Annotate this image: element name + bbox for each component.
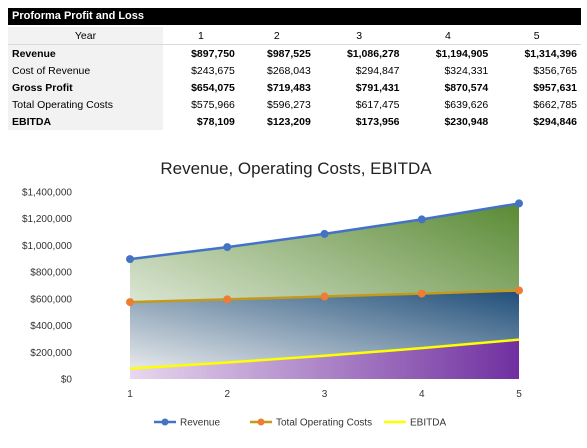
ebitda-area <box>130 339 519 379</box>
chart-title: Revenue, Operating Costs, EBITDA <box>160 159 432 178</box>
table-cell: $870,574 <box>444 81 489 94</box>
table-cell: $324,331 <box>444 64 489 77</box>
legend-label: Revenue <box>180 418 220 429</box>
x-tick-label: 3 <box>322 389 328 400</box>
x-tick-label: 5 <box>516 389 522 400</box>
table-row: Revenue $897,750 $987,525 $1,086,278 $1,194,… <box>8 44 581 62</box>
table-header-row: Year 1 2 3 4 5 <box>8 27 581 45</box>
data-point <box>223 295 232 304</box>
table-row: Total Operating Costs $575,966 $596,273 $61… <box>8 96 581 113</box>
table-cell: $617,475 <box>355 98 400 111</box>
table-row: Cost of Revenue $243,675 $268,043 $294,847 $… <box>8 62 581 79</box>
table-cell: $654,075 <box>191 81 235 94</box>
y-tick-label: $600,000 <box>30 294 72 305</box>
table-cell: $791,431 <box>355 81 400 94</box>
year-column-header: 4 <box>403 27 493 45</box>
series-line-2 <box>129 338 520 370</box>
table-cell: $268,043 <box>266 64 311 77</box>
table-cell: $987,525 <box>266 47 311 60</box>
table-cell: $1,086,278 <box>346 47 400 60</box>
year-column-header: 2 <box>238 27 315 45</box>
table-cell: $78,109 <box>196 115 235 128</box>
row-label: Revenue <box>8 44 163 62</box>
data-point <box>417 289 426 298</box>
data-point <box>515 286 523 295</box>
table-cell: $123,209 <box>266 115 311 128</box>
legend-marker <box>161 418 169 426</box>
table-cell: $897,750 <box>191 47 235 60</box>
table-cell: $294,846 <box>533 115 577 128</box>
data-point <box>515 199 523 208</box>
row-label: Total Operating Costs <box>8 96 163 113</box>
table-cell: $294,847 <box>355 64 400 77</box>
data-point <box>320 292 329 301</box>
data-point <box>417 215 426 224</box>
y-tick-label: $800,000 <box>30 268 72 279</box>
table-cell: $173,956 <box>355 115 400 128</box>
x-tick-label: 4 <box>419 389 425 400</box>
row-label: EBITDA <box>8 113 163 130</box>
table-title: Proforma Profit and Loss <box>8 8 581 25</box>
data-point <box>320 229 329 238</box>
year-column-header: 1 <box>163 27 239 45</box>
data-point <box>223 243 232 252</box>
table-row: Gross Profit $654,075 $719,483 $791,431 $870… <box>8 79 581 96</box>
legend-label: EBITDA <box>410 418 446 429</box>
y-tick-label: $1,400,000 <box>22 188 72 199</box>
table-cell: $662,785 <box>533 98 577 111</box>
y-tick-label: $1,000,000 <box>22 241 72 252</box>
data-point <box>126 255 134 264</box>
y-tick-label: $1,200,000 <box>22 214 72 225</box>
data-point <box>126 298 134 307</box>
table-cell: $1,314,396 <box>524 47 577 60</box>
revenue-costs-ebitda-chart: Revenue, Operating Costs, EBITDA $0 $200,… <box>22 159 523 429</box>
table-cell: $639,626 <box>444 98 489 111</box>
x-tick-label: 2 <box>224 389 230 400</box>
table-cell: $596,273 <box>266 98 311 111</box>
x-tick-label: 1 <box>127 389 133 400</box>
table-cell: $1,194,905 <box>435 47 489 60</box>
y-tick-label: $400,000 <box>30 321 72 332</box>
table-cell: $957,631 <box>533 81 577 94</box>
table-row: EBITDA $78,109 $123,209 $173,956 $230,948 $29… <box>8 113 581 130</box>
legend-marker <box>257 418 265 426</box>
table-cell: $356,765 <box>533 64 577 77</box>
y-tick-label: $200,000 <box>30 348 72 359</box>
year-header: Year <box>8 27 163 45</box>
legend-label: Total Operating Costs <box>276 418 372 429</box>
row-label: Gross Profit <box>8 79 163 96</box>
table-cell: $243,675 <box>191 64 235 77</box>
row-label: Cost of Revenue <box>8 62 163 79</box>
table-cell: $719,483 <box>266 81 311 94</box>
year-column-header: 3 <box>314 27 404 45</box>
year-column-header: 5 <box>492 27 581 45</box>
y-tick-label: $0 <box>61 375 73 386</box>
table-cell: $230,948 <box>444 115 489 128</box>
table-cell: $575,966 <box>191 98 235 111</box>
profit-loss-table: Year 1 2 3 4 5 Revenue $897,750 $987,525 $1,086,2… <box>8 27 581 130</box>
